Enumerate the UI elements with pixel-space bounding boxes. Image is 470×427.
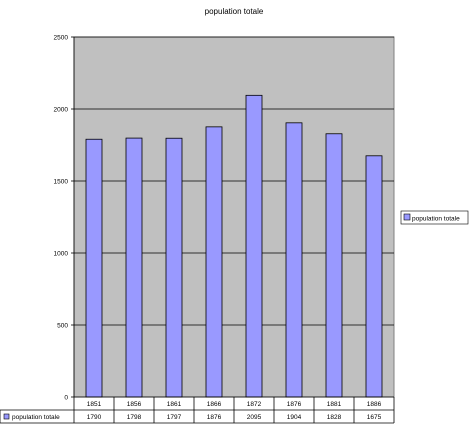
value-label: 1797: [167, 414, 182, 421]
category-label: 1861: [167, 401, 182, 408]
plot-area: [73, 36, 395, 398]
bar-1856: [125, 137, 143, 398]
value-label: 1828: [327, 414, 342, 421]
table-legend-swatch: [3, 413, 10, 420]
y-tick-label: 0: [64, 395, 68, 402]
category-label: 1856: [127, 401, 142, 408]
category-label: 1851: [87, 401, 102, 408]
y-tick-label: 1000: [54, 251, 69, 258]
y-tick-label: 2500: [54, 35, 69, 42]
category-label: 1866: [207, 401, 222, 408]
legend-swatch: [403, 213, 411, 221]
category-label: 1886: [367, 401, 382, 408]
legend-label: population totale: [412, 216, 460, 223]
bar-1872: [245, 94, 263, 398]
legend: population totale: [400, 210, 469, 225]
y-tick-label: 500: [57, 323, 68, 330]
y-tick-label: 2000: [54, 107, 69, 114]
value-label: 1798: [127, 414, 142, 421]
y-axis: 0 500 1000 1500 2000 2500: [54, 35, 75, 402]
bar-1851: [85, 138, 103, 398]
y-tick-label: 1500: [54, 179, 69, 186]
data-table: 1851 1790 1856 1798 1861 1797 1866 1876 1872 2095…: [0, 396, 395, 424]
chart-title: population totale: [205, 7, 264, 16]
category-label: 1881: [327, 401, 342, 408]
legend-box: [400, 210, 469, 225]
bar-1876: [285, 122, 303, 398]
value-label: 1790: [87, 414, 102, 421]
bar-1866: [205, 126, 223, 398]
bar-1886: [365, 155, 383, 398]
table-series-label: population totale: [12, 414, 60, 421]
bar-1881: [325, 133, 343, 398]
value-label: 2095: [247, 414, 262, 421]
category-label: 1876: [287, 401, 302, 408]
bar-1861: [165, 137, 183, 398]
value-label: 1876: [207, 414, 222, 421]
value-label: 1675: [367, 414, 382, 421]
category-label: 1872: [247, 401, 262, 408]
value-label: 1904: [287, 414, 302, 421]
